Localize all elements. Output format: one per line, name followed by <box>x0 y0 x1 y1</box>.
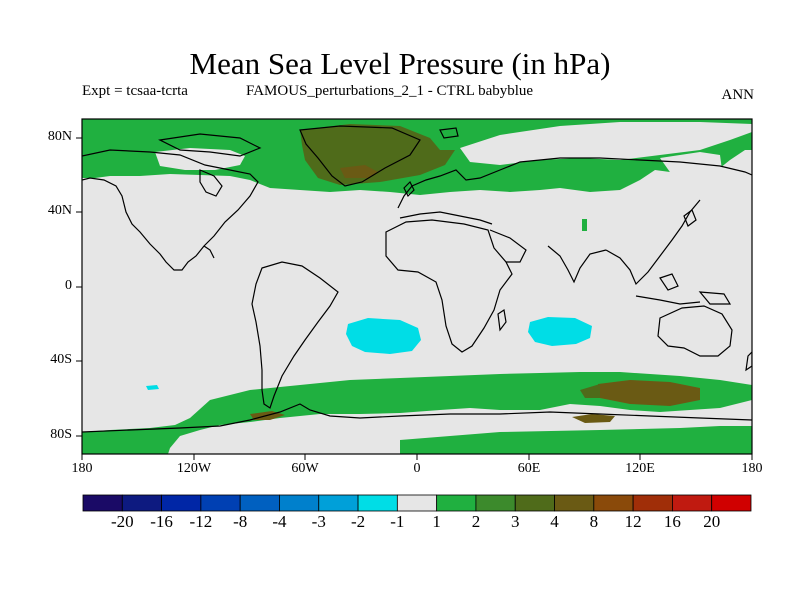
anomaly-region-south-indian-mid <box>580 384 600 398</box>
colorbar-label: -4 <box>272 512 287 531</box>
colorbar-label: 1 <box>432 512 441 531</box>
coastline-indonesia <box>635 295 701 305</box>
map-ticks <box>76 137 753 460</box>
coastline-india <box>547 245 607 284</box>
colorbar-swatch-10 <box>475 494 516 512</box>
coastline-antarctica <box>82 403 752 433</box>
colorbar-label: -16 <box>150 512 173 531</box>
colorbar-label: 8 <box>589 512 599 531</box>
coastline-south-america <box>251 261 339 409</box>
coastline-arctic-islands <box>158 133 262 157</box>
coastline-arabia <box>489 229 527 263</box>
coastline-hudson-bay <box>199 169 223 197</box>
coastlines <box>82 125 752 433</box>
coastline-japan <box>683 209 697 227</box>
lon-label-180w: 180 <box>71 461 93 476</box>
colorbar-swatch-14 <box>632 494 673 512</box>
neutral-patch-arctic-east <box>460 122 752 165</box>
coastline-se-asia <box>605 199 701 286</box>
anomaly-region-greenland-core <box>340 165 378 178</box>
coastline-madagascar <box>497 308 507 332</box>
anomaly-region-antarctic-east <box>400 426 752 454</box>
coastline-svalbard <box>439 127 459 139</box>
coastline-borneo <box>659 273 679 291</box>
colorbar-swatch-13 <box>593 494 634 512</box>
lat-label-80n: 80N <box>47 129 72 144</box>
experiment-label: Expt = tcsaa-tcrta <box>82 83 188 99</box>
neutral-patch-siberia <box>660 152 722 184</box>
anomaly-region-greenland <box>300 124 455 185</box>
lat-label-80s: 80S <box>50 427 72 442</box>
colorbar-swatch-12 <box>554 494 595 512</box>
colorbar-label: 3 <box>510 512 520 531</box>
colorbar-swatch-6 <box>318 494 359 512</box>
colorbar-swatch-16 <box>711 494 752 512</box>
coastline-eurasia <box>397 157 752 209</box>
coastline-new-zealand <box>745 351 752 372</box>
colorbar-label: 20 <box>703 512 721 531</box>
lon-label-60w: 60W <box>291 461 319 476</box>
anomaly-region-antarctic-dark <box>572 414 615 423</box>
colorbar-swatch-3 <box>200 494 241 512</box>
coastline-north-america <box>82 149 259 271</box>
lat-label-0: 0 <box>65 278 72 293</box>
colorbar-label: 2 <box>471 512 481 531</box>
lat-label-40n: 40N <box>47 203 72 218</box>
colorbar-label: -8 <box>233 512 248 531</box>
colorbar-swatch-15 <box>672 494 713 512</box>
lon-label-60e: 60E <box>517 461 541 476</box>
lon-label-120w: 120W <box>176 461 212 476</box>
coastline-australia <box>657 305 733 357</box>
coastline-new-guinea <box>698 291 732 305</box>
lon-label-120e: 120E <box>625 461 655 476</box>
anomaly-spot-south-pacific <box>146 385 159 390</box>
anomaly-region-south-indian-dark <box>598 380 700 406</box>
colorbar <box>82 494 752 512</box>
colorbar-label: 16 <box>663 512 681 531</box>
colorbar-swatch-4 <box>239 494 280 512</box>
coastline-mediterranean <box>399 211 493 225</box>
colorbar-swatch-7 <box>357 494 398 512</box>
colorbar-label: -1 <box>390 512 405 531</box>
colorbar-swatch-11 <box>514 494 555 512</box>
coastline-greenland <box>299 125 421 187</box>
colorbar-label: -12 <box>189 512 213 531</box>
lat-label-40s: 40S <box>50 352 72 367</box>
colorbar-swatch-1 <box>121 494 162 512</box>
colorbar-label: -3 <box>311 512 326 531</box>
colorbar-swatch-9 <box>436 494 477 512</box>
anomaly-spot-asia <box>582 219 587 231</box>
anomaly-region-indian-ocean <box>528 317 592 346</box>
season-label: ANN <box>721 87 755 103</box>
coastline-british-isles <box>403 180 415 198</box>
colorbar-swatch-0 <box>82 494 123 512</box>
colorbar-swatch-5 <box>279 494 320 512</box>
run-label: FAMOUS_perturbations_2_1 - CTRL babyblue <box>246 83 534 99</box>
coastline-florida <box>203 245 215 259</box>
colorbar-label: -2 <box>350 512 366 531</box>
lon-label-180e: 180 <box>741 461 763 476</box>
colorbar-label: -20 <box>110 512 134 531</box>
colorbar-swatch-2 <box>161 494 202 512</box>
colorbar-swatch-8 <box>396 494 438 512</box>
map-title: Mean Sea Level Pressure (in hPa) <box>189 46 611 81</box>
colorbar-label: 12 <box>624 512 642 531</box>
colorbar-label: 4 <box>550 512 559 531</box>
coastline-africa <box>385 219 513 353</box>
lon-label-0: 0 <box>413 461 421 476</box>
anomaly-region-south-atlantic <box>346 318 421 354</box>
map-field <box>82 119 752 454</box>
